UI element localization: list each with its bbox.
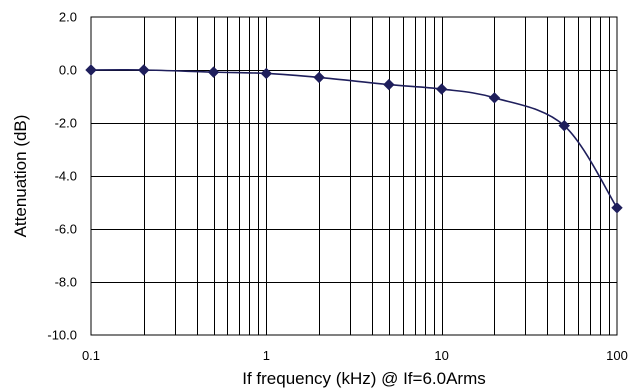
data-point-marker — [313, 71, 325, 84]
y-tick-label: -2.0 — [55, 116, 77, 131]
x-tick-label: 0.1 — [82, 348, 100, 363]
y-tick-labels: 2.0 0.0 -2.0 -4.0 -6.0 -8.0 -10.0 — [47, 10, 77, 343]
data-point-marker — [138, 64, 150, 76]
data-point-marker — [207, 66, 220, 78]
data-point-marker — [85, 64, 97, 76]
y-axis-title: Attenuation (dB) — [11, 115, 30, 238]
data-point-marker — [488, 92, 501, 104]
data-point-marker — [611, 202, 623, 214]
y-tick-label: -6.0 — [55, 222, 77, 237]
series-line — [90, 69, 618, 209]
y-tick-label: 2.0 — [59, 10, 77, 25]
y-tick-label: -8.0 — [55, 275, 77, 290]
data-point-marker — [558, 119, 570, 132]
y-tick-label: 0.0 — [59, 63, 77, 78]
y-tick-label: -10.0 — [47, 328, 77, 343]
x-tick-label: 10 — [434, 348, 448, 363]
data-point-marker — [260, 67, 273, 80]
plot-area — [90, 16, 618, 336]
x-tick-label: 1 — [263, 348, 270, 363]
x-tick-labels: 0.1 1 10 100 — [82, 348, 628, 363]
series-group — [85, 64, 623, 214]
y-tick-label: -4.0 — [55, 169, 77, 184]
y-grid — [91, 70, 617, 283]
x-tick-label: 100 — [606, 348, 628, 363]
x-axis-title: If frequency (kHz) @ If=6.0Arms — [242, 369, 486, 388]
data-point-marker — [383, 78, 395, 91]
data-point-marker — [435, 83, 448, 95]
